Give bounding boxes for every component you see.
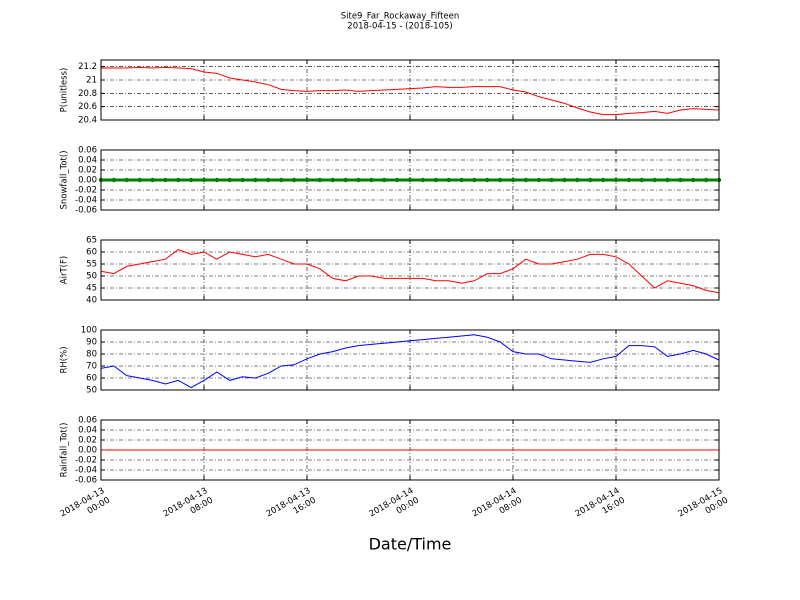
data-point [163,177,168,183]
data-point [420,177,426,183]
data-line [101,66,720,116]
y-tick-label: -0.04 [75,196,97,206]
y-tick-label: 70 [86,362,97,372]
data-point [523,177,529,183]
data-point [575,177,580,183]
data-point [330,177,335,183]
y-tick-label: 20.8 [78,89,97,99]
data-point [691,177,696,183]
data-point [266,177,271,183]
data-point [111,177,117,183]
y-axis-label: Snowfall_Tot() [60,150,70,209]
data-point [588,177,593,183]
data-point [279,177,284,183]
data-point [639,177,644,183]
chart-title: Site9_Far_Rockaway_Fifteen [341,12,460,22]
data-point [317,177,323,183]
y-tick-label: -0.06 [75,206,97,216]
data-line [100,334,720,389]
data-point [240,177,245,183]
y-tick-label: 60 [86,248,97,258]
data-point [549,177,554,183]
data-point [703,177,709,183]
y-axis-label: RH(%) [60,346,70,373]
y-tick-label: 100 [81,326,97,336]
y-tick-label: 21.2 [78,62,97,72]
data-point [407,177,413,183]
y-tick-label: 0.04 [78,156,97,166]
y-tick-label: 21 [86,76,97,86]
data-point [253,177,258,183]
y-tick-label: 40 [86,296,97,306]
data-point [562,177,567,183]
data-point [510,177,516,183]
chart-subtitle: 2018-04-15 - (2018-105) [347,22,452,32]
y-tick-label: 50 [86,386,97,396]
data-point [472,177,477,183]
y-tick-label: 60 [86,374,97,384]
data-point [446,177,451,183]
data-point [600,177,606,183]
data-point [497,177,503,183]
y-tick-label: 45 [86,284,97,294]
x-axis-label: Date/Time [369,535,452,554]
data-point [459,177,464,183]
data-point [356,177,361,183]
data-point [227,177,232,183]
data-point [291,177,297,183]
y-tick-label: 0.00 [78,446,97,456]
y-tick-label: 55 [86,260,97,270]
data-point [137,177,142,183]
plot-frame [100,149,720,211]
y-tick-label: -0.02 [75,186,97,196]
y-tick-label: 0.00 [78,176,97,186]
data-point [176,177,181,183]
y-tick-label: 0.02 [78,166,97,176]
plot-frame [100,59,720,121]
plot-frame [100,419,720,481]
y-axis-label: P(unitless) [60,68,70,113]
y-tick-label: 80 [86,350,97,360]
y-tick-label: 0.02 [78,436,97,446]
data-point [214,177,220,183]
y-tick-label: -0.06 [75,476,97,486]
data-point [343,177,348,183]
y-tick-label: 0.06 [78,416,97,426]
y-tick-label: 0.06 [78,146,97,156]
data-point [150,177,155,183]
y-tick-label: 90 [86,338,97,348]
data-point [369,177,374,183]
data-point [201,177,207,183]
data-point [382,177,387,183]
y-axis-label: AirT(F) [60,256,70,284]
y-tick-label: -0.04 [75,466,97,476]
data-point [304,177,310,183]
data-point [536,177,541,183]
data-point [665,177,670,183]
y-tick-label: 20.4 [78,116,97,126]
data-point [188,177,194,183]
y-tick-label: -0.02 [75,456,97,466]
data-point [626,177,632,183]
y-tick-label: 50 [86,272,97,282]
data-point [613,177,619,183]
data-point [678,177,683,183]
y-tick-label: 0.04 [78,426,97,436]
y-tick-label: 20.6 [78,102,97,112]
data-line [100,249,720,294]
data-point [485,177,490,183]
y-tick-label: 65 [86,236,97,246]
data-point [652,177,657,183]
y-axis-label: Rainfall_Tot() [60,423,70,478]
data-point [433,177,438,183]
plot-frame [100,329,720,391]
data-point [394,177,400,183]
plot-frame [100,239,720,301]
data-point [124,177,129,183]
